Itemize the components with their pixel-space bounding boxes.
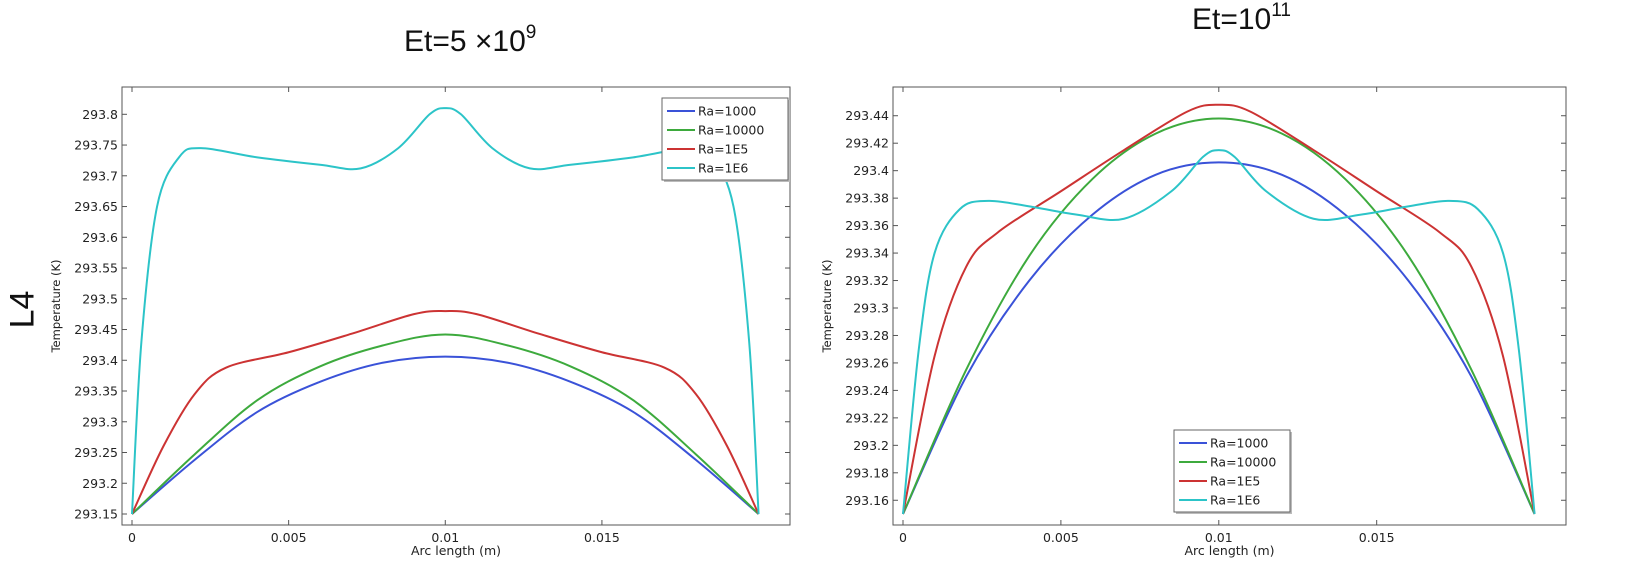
x-tick-label: 0 [899, 530, 907, 545]
chart-1: 293.15 293.2 293.25 293.3 293.35 293.4 293.45 2… [49, 86, 791, 558]
series-line-ra-1e5 [902, 103, 1536, 515]
y-axis-label: Temperature (K) [49, 259, 63, 353]
y-tick-label: 293.4 [853, 163, 889, 178]
y-tick-label: 293.16 [845, 493, 889, 508]
y-tick-label: 293.45 [74, 322, 118, 337]
y-tick-label: 293.65 [74, 199, 118, 214]
y-tick-label: 293.24 [845, 383, 889, 398]
x-tick-label: 0.01 [1205, 530, 1233, 545]
x-tick-label: 0.005 [271, 530, 307, 545]
y-tick-label: 293.2 [82, 476, 118, 491]
series-line-ra-10000 [131, 333, 760, 515]
y-tick-label: 293.18 [845, 465, 889, 480]
series-line-ra-1000 [131, 355, 760, 515]
y-tick-label: 293.3 [82, 414, 118, 429]
legend: Ra=1000 Ra=10000 Ra=1E5 Ra=1E6 [661, 97, 790, 182]
y-tick-label: 293.5 [82, 291, 118, 306]
y-tick-label: 293.15 [74, 507, 118, 522]
y-axis-label: Temperature (K) [820, 259, 834, 353]
series-line-ra-1000 [902, 161, 1536, 515]
y-tick-label: 293.35 [74, 384, 118, 399]
legend-label: Ra=1E5 [698, 142, 748, 157]
x-tick-label: 0 [128, 530, 136, 545]
y-tick-label: 293.34 [845, 246, 889, 261]
y-tick-label: 293.44 [845, 108, 889, 123]
y-tick-label: 293.7 [82, 168, 118, 183]
x-tick-label: 0.01 [431, 530, 459, 545]
y-tick-label: 293.36 [845, 218, 889, 233]
y-tick-label: 293.75 [74, 138, 118, 153]
y-tick-label: 293.42 [845, 136, 889, 151]
legend-label: Ra=1E6 [1210, 493, 1260, 508]
y-tick-label: 293.3 [853, 301, 889, 316]
series-line-ra-1e6 [902, 149, 1536, 515]
legend-label: Ra=10000 [698, 123, 764, 138]
y-tick-label: 293.25 [74, 445, 118, 460]
x-axis-label: Arc length (m) [411, 543, 501, 558]
legend-label: Ra=1000 [1210, 436, 1268, 451]
series-line-ra-1e5 [131, 310, 760, 515]
y-tick-label: 293.28 [845, 328, 889, 343]
legend-label: Ra=1E5 [1210, 474, 1260, 489]
chart-2-title: Et=1011 [1192, 0, 1291, 36]
y-tick-label: 293.4 [82, 353, 118, 368]
x-tick-label: 0.015 [1359, 530, 1395, 545]
series-line-ra-10000 [902, 117, 1536, 515]
y-tick-label: 293.55 [74, 261, 118, 276]
x-tick-label: 0.015 [584, 530, 620, 545]
y-tick-label: 293.38 [845, 191, 889, 206]
x-axis-label: Arc length (m) [1184, 543, 1274, 558]
legend-label: Ra=1E6 [698, 161, 748, 176]
legend-label: Ra=10000 [1210, 455, 1276, 470]
legend-label: Ra=1000 [698, 104, 756, 119]
y-tick-label: 293.32 [845, 273, 889, 288]
chart-2: 293.16 293.18 293.2 293.22 293.24 293.26 293.2… [820, 86, 1567, 558]
y-tick-label: 293.6 [82, 230, 118, 245]
y-tick-label: 293.26 [845, 355, 889, 370]
y-tick-label: 293.2 [853, 438, 889, 453]
chart-1-title: Et=5 ×109 [404, 22, 537, 58]
y-tick-label: 293.8 [82, 107, 118, 122]
x-tick-label: 0.005 [1043, 530, 1079, 545]
legend: Ra=1000 Ra=10000 Ra=1E5 Ra=1E6 [1173, 429, 1292, 514]
y-tick-label: 293.22 [845, 410, 889, 425]
